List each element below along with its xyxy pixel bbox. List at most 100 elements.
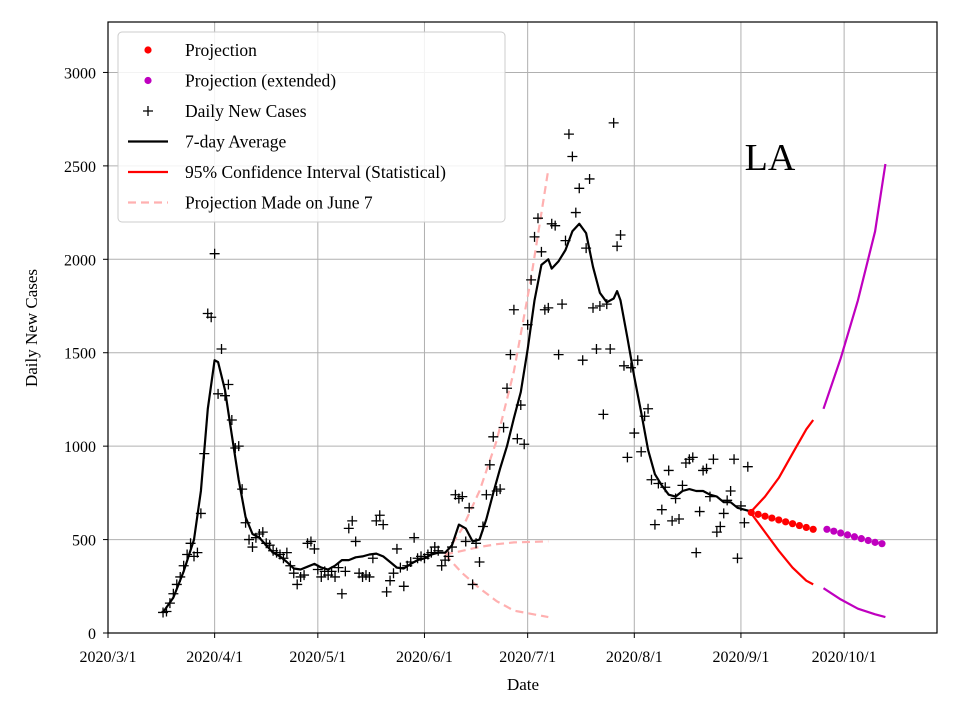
point-daily-new-cases bbox=[374, 510, 385, 521]
point-daily-new-cases bbox=[457, 491, 468, 502]
point-daily-new-cases bbox=[567, 151, 578, 162]
point-daily-new-cases bbox=[729, 454, 740, 465]
point-daily-new-cases bbox=[247, 542, 258, 553]
point-daily-new-cases bbox=[484, 459, 495, 470]
point-projection bbox=[768, 514, 776, 522]
legend-label: Projection Made on June 7 bbox=[185, 193, 373, 213]
point-daily-new-cases bbox=[502, 383, 513, 394]
point-daily-new-cases bbox=[385, 575, 396, 586]
series-line-95-confidence-interval-statistical bbox=[822, 587, 886, 619]
point-daily-new-cases bbox=[570, 207, 581, 218]
point-daily-new-cases bbox=[226, 414, 237, 425]
point-daily-new-cases bbox=[722, 495, 733, 506]
legend-marker bbox=[144, 46, 152, 54]
point-daily-new-cases bbox=[185, 538, 196, 549]
point-daily-new-cases bbox=[512, 433, 523, 444]
point-daily-new-cases bbox=[195, 508, 206, 519]
point-daily-new-cases bbox=[178, 560, 189, 571]
point-daily-new-cases bbox=[474, 556, 485, 567]
point-daily-new-cases bbox=[381, 586, 392, 597]
point-daily-new-cases bbox=[632, 355, 643, 366]
point-daily-new-cases bbox=[206, 312, 217, 323]
point-daily-new-cases bbox=[199, 448, 210, 459]
point-daily-new-cases bbox=[340, 566, 351, 577]
point-daily-new-cases bbox=[718, 508, 729, 519]
point-daily-new-cases bbox=[477, 521, 488, 532]
point-daily-new-cases bbox=[364, 571, 375, 582]
point-daily-new-cases bbox=[536, 246, 547, 257]
series-layer bbox=[158, 117, 887, 619]
point-projection bbox=[788, 520, 797, 528]
point-daily-new-cases bbox=[694, 506, 705, 517]
point-daily-new-cases bbox=[577, 355, 588, 366]
point-daily-new-cases bbox=[522, 319, 533, 330]
point-daily-new-cases bbox=[711, 527, 722, 538]
point-daily-new-cases bbox=[219, 390, 230, 401]
point-daily-new-cases bbox=[612, 241, 623, 252]
point-daily-new-cases bbox=[347, 515, 358, 526]
point-daily-new-cases bbox=[529, 231, 540, 242]
point-daily-new-cases bbox=[488, 431, 499, 442]
x-tick-label: 2020/3/1 bbox=[80, 649, 137, 666]
y-tick-label: 2000 bbox=[64, 252, 96, 269]
series-line-95-confidence-interval-statistical bbox=[750, 512, 814, 586]
point-daily-new-cases bbox=[326, 566, 337, 577]
point-projection bbox=[809, 525, 817, 533]
point-daily-new-cases bbox=[278, 553, 289, 564]
series-line-projection-made-on-june-7 bbox=[444, 553, 549, 619]
x-tick-label: 2020/8/1 bbox=[606, 649, 663, 666]
point-daily-new-cases bbox=[557, 299, 568, 310]
point-daily-new-cases bbox=[584, 173, 595, 184]
point-daily-new-cases bbox=[312, 564, 323, 575]
point-daily-new-cases bbox=[281, 547, 292, 558]
point-daily-new-cases bbox=[505, 349, 516, 360]
point-daily-new-cases bbox=[660, 482, 671, 493]
point-daily-new-cases bbox=[460, 536, 471, 547]
annotation-label: LA bbox=[745, 137, 796, 179]
point-daily-new-cases bbox=[343, 523, 354, 534]
y-axis-label: Daily New Cases bbox=[22, 269, 41, 387]
point-daily-new-cases bbox=[161, 606, 172, 617]
point-daily-new-cases bbox=[305, 536, 316, 547]
point-daily-new-cases bbox=[715, 521, 726, 532]
point-projection-extended bbox=[857, 535, 865, 543]
x-tick-label: 2020/6/1 bbox=[396, 649, 453, 666]
point-daily-new-cases bbox=[670, 493, 681, 504]
point-daily-new-cases bbox=[309, 543, 320, 554]
point-daily-new-cases bbox=[378, 519, 389, 530]
point-daily-new-cases bbox=[725, 485, 736, 496]
point-daily-new-cases bbox=[498, 422, 509, 433]
point-daily-new-cases bbox=[168, 588, 179, 599]
point-daily-new-cases bbox=[333, 562, 344, 573]
point-daily-new-cases bbox=[433, 545, 444, 556]
y-tick-label: 2500 bbox=[64, 159, 96, 176]
point-projection-extended bbox=[823, 525, 831, 533]
point-daily-new-cases bbox=[192, 547, 203, 558]
point-daily-new-cases bbox=[426, 547, 437, 558]
point-daily-new-cases bbox=[350, 536, 361, 547]
point-daily-new-cases bbox=[467, 579, 478, 590]
point-projection bbox=[775, 516, 783, 524]
point-daily-new-cases bbox=[574, 183, 585, 194]
point-projection-extended bbox=[837, 529, 845, 537]
point-daily-new-cases bbox=[563, 129, 574, 140]
point-daily-new-cases bbox=[653, 478, 664, 489]
x-axis-label: Date bbox=[507, 675, 539, 694]
point-daily-new-cases bbox=[677, 480, 688, 491]
point-projection bbox=[747, 508, 755, 517]
point-daily-new-cases bbox=[588, 302, 599, 313]
y-tick-label: 0 bbox=[88, 626, 96, 643]
legend-marker bbox=[144, 76, 152, 85]
point-projection-extended bbox=[871, 538, 879, 546]
point-daily-new-cases bbox=[175, 571, 186, 582]
legend-label: 7-day Average bbox=[185, 132, 286, 152]
point-daily-new-cases bbox=[405, 556, 416, 567]
legend-marker bbox=[143, 106, 153, 116]
point-daily-new-cases bbox=[543, 302, 554, 313]
point-daily-new-cases bbox=[443, 551, 454, 562]
point-daily-new-cases bbox=[601, 299, 612, 310]
legend-box bbox=[117, 31, 506, 223]
point-daily-new-cases bbox=[171, 579, 182, 590]
legend-label: 95% Confidence Interval (Statistical) bbox=[185, 162, 446, 182]
point-daily-new-cases bbox=[550, 220, 561, 231]
